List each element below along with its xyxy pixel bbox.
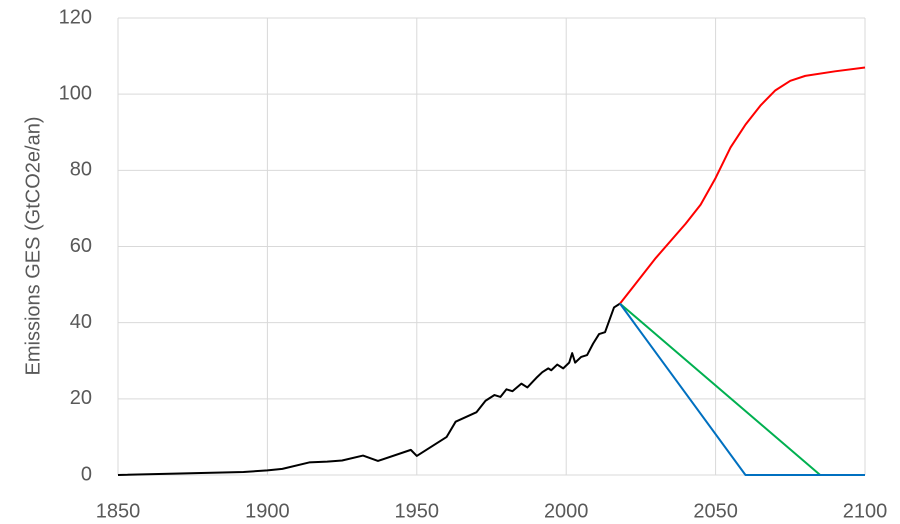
y-tick-label: 20 — [70, 387, 92, 409]
y-tick-label: 0 — [81, 463, 92, 485]
y-axis-label: Emissions GES (GtCO2e/an) — [22, 117, 44, 376]
y-tick-label: 100 — [59, 82, 92, 104]
y-tick-label: 120 — [59, 6, 92, 28]
y-tick-label: 60 — [70, 235, 92, 257]
x-tick-label: 2100 — [843, 500, 888, 522]
x-tick-label: 2050 — [693, 500, 738, 522]
x-tick-label: 1900 — [245, 500, 290, 522]
x-tick-label: 1850 — [96, 500, 141, 522]
series-line — [619, 66, 866, 305]
series-line — [619, 302, 865, 476]
x-tick-label: 2000 — [544, 500, 589, 522]
series-line — [117, 302, 621, 476]
y-tick-label: 40 — [70, 311, 92, 333]
y-tick-label: 80 — [70, 159, 92, 181]
x-tick-label: 1950 — [395, 500, 440, 522]
series-line — [619, 303, 865, 476]
